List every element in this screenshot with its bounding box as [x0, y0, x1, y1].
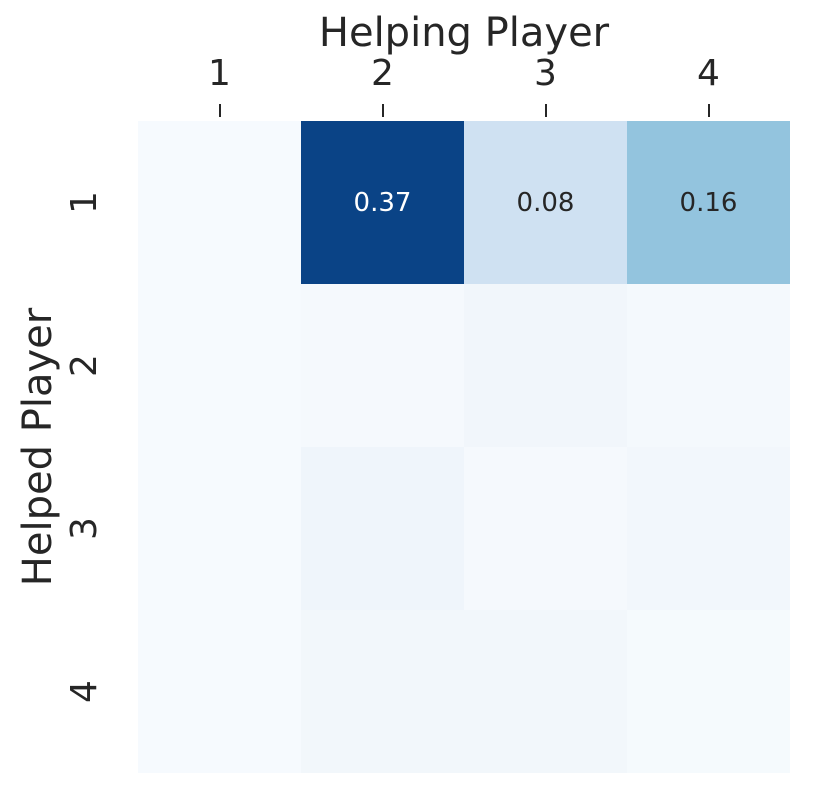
- x-tick-label-2: 2: [371, 52, 394, 94]
- heatmap-cell-r3-c4: [627, 447, 790, 610]
- x-tick-label-1: 1: [208, 52, 231, 94]
- y-tick-labels: 1 2 3 4: [60, 121, 108, 773]
- x-axis-title: Helping Player: [318, 10, 610, 56]
- heatmap-grid: 0.37 0.08 0.16: [138, 121, 790, 773]
- y-tick-label-text: 4: [63, 680, 105, 703]
- heatmap-cell-r4-c3: [464, 610, 627, 773]
- y-tick-label-4: 4: [60, 610, 108, 773]
- heatmap-cell-r4-c1: [138, 610, 301, 773]
- x-tick-marks: [138, 104, 790, 117]
- heatmap-cell-r2-c4: [627, 284, 790, 447]
- x-tick-label-3: 3: [534, 52, 557, 94]
- y-tick-label-3: 3: [60, 447, 108, 610]
- heatmap-cell-r2-c2: [301, 284, 464, 447]
- heatmap-cell-r1-c4: 0.16: [627, 121, 790, 284]
- y-tick-label-2: 2: [60, 284, 108, 447]
- heatmap-cell-r2-c1: [138, 284, 301, 447]
- heatmap-cell-r1-c3: 0.08: [464, 121, 627, 284]
- heatmap-cell-r4-c2: [301, 610, 464, 773]
- x-tick-mark: [707, 104, 710, 117]
- heatmap-cell-r1-c1: [138, 121, 301, 284]
- y-tick-label-text: 3: [63, 517, 105, 540]
- y-tick-label-1: 1: [60, 121, 108, 284]
- x-tick-mark: [544, 104, 547, 117]
- y-tick-label-text: 2: [63, 354, 105, 377]
- y-axis-title: Helped Player: [15, 307, 61, 587]
- x-tick-labels: 1 2 3 4: [138, 50, 790, 96]
- heatmap-cell-r3-c3: [464, 447, 627, 610]
- heatmap-cell-r2-c3: [464, 284, 627, 447]
- heatmap-cell-r3-c1: [138, 447, 301, 610]
- x-tick-mark: [381, 104, 384, 117]
- y-tick-label-text: 1: [63, 191, 105, 214]
- x-tick-label-4: 4: [697, 52, 720, 94]
- x-tick-mark: [218, 104, 221, 117]
- heatmap-cell-r4-c4: [627, 610, 790, 773]
- heatmap-cell-r1-c2: 0.37: [301, 121, 464, 284]
- heatmap-cell-r3-c2: [301, 447, 464, 610]
